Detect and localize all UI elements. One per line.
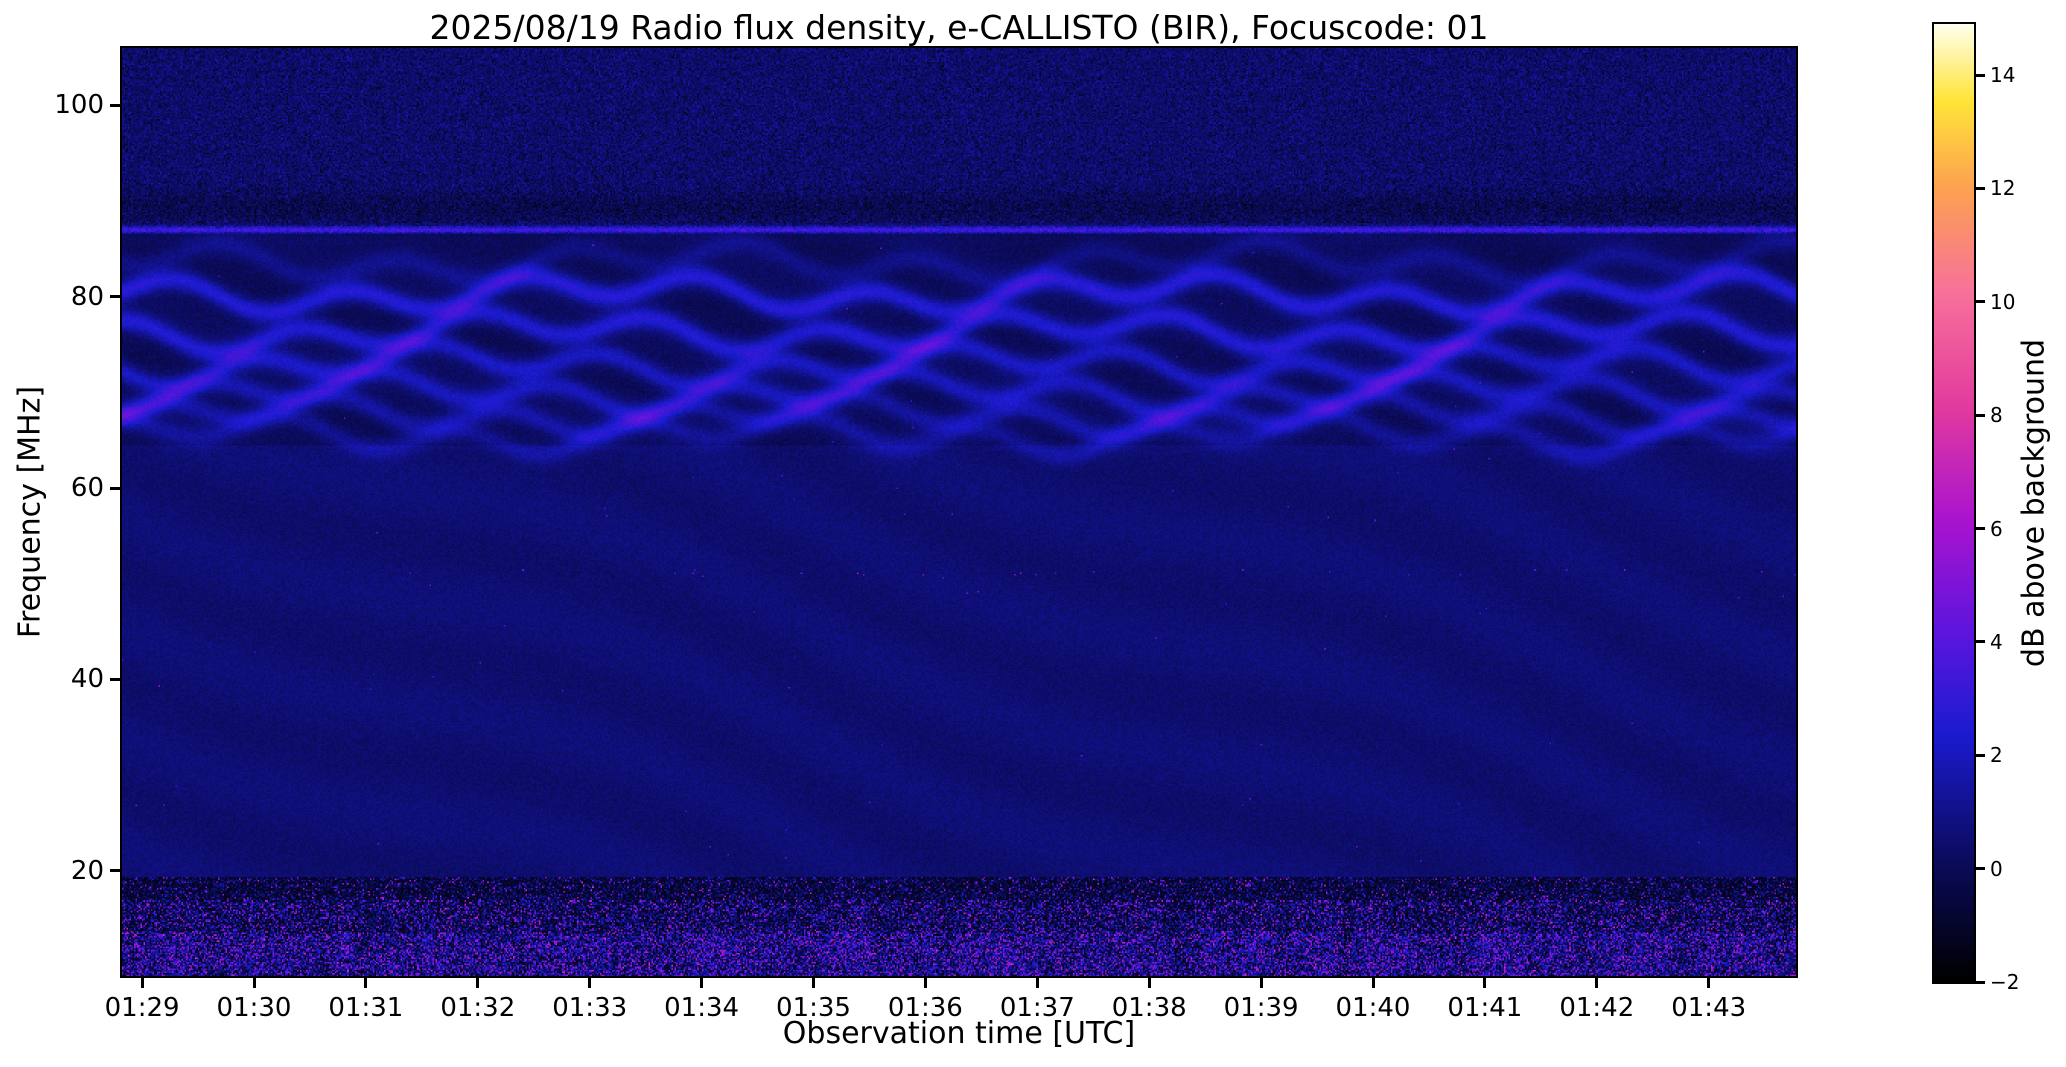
y-tick-label: 20	[70, 855, 104, 886]
colorbar-tick-label: 8	[1990, 403, 2003, 428]
spectrogram-canvas	[122, 48, 1796, 976]
y-tick-label: 60	[70, 473, 104, 504]
x-tick-label: 01:33	[552, 993, 628, 1023]
x-tick-mark	[1595, 978, 1599, 988]
plot-frame	[120, 46, 1798, 978]
colorbar-tick-mark	[1976, 413, 1985, 417]
x-tick-label: 01:36	[887, 993, 963, 1023]
colorbar-tick-mark	[1976, 753, 1985, 757]
x-tick-mark	[1483, 978, 1487, 988]
figure-title: 2025/08/19 Radio flux density, e-CALLIST…	[429, 8, 1489, 47]
x-tick-mark	[1035, 978, 1039, 988]
y-tick-mark	[110, 103, 120, 107]
x-tick-label: 01:30	[216, 993, 292, 1023]
x-tick-label: 01:29	[104, 993, 180, 1023]
colorbar-tick-label: 2	[1990, 743, 2003, 768]
x-axis-label: Observation time [UTC]	[782, 1016, 1136, 1051]
x-tick-mark	[364, 978, 368, 988]
colorbar-tick-label: 4	[1990, 629, 2003, 654]
colorbar-label: dB above background	[2016, 338, 2052, 668]
x-tick-label: 01:42	[1559, 993, 1635, 1023]
colorbar-tick-label: 12	[1990, 176, 2016, 201]
x-tick-label: 01:37	[999, 993, 1075, 1023]
colorbar-tick-label: 14	[1990, 63, 2016, 87]
x-tick-mark	[1707, 978, 1711, 988]
x-tick-mark	[1147, 978, 1151, 988]
colorbar-tick-mark	[1976, 300, 1985, 304]
colorbar-tick-mark	[1976, 73, 1985, 77]
colorbar-tick-mark	[1976, 980, 1985, 984]
y-tick-label: 100	[54, 90, 104, 121]
x-tick-mark	[923, 978, 927, 988]
colorbar-tick-label: 6	[1990, 516, 2003, 541]
x-tick-label: 01:39	[1223, 993, 1299, 1023]
x-tick-mark	[252, 978, 256, 988]
x-tick-label: 01:32	[440, 993, 516, 1023]
x-tick-mark	[1371, 978, 1375, 988]
x-tick-mark	[588, 978, 592, 988]
x-tick-label: 01:40	[1335, 993, 1411, 1023]
x-tick-label: 01:31	[328, 993, 404, 1023]
y-tick-label: 80	[70, 281, 104, 312]
colorbar-tick-mark	[1976, 867, 1985, 871]
colorbar-tick-mark	[1976, 186, 1985, 190]
x-tick-mark	[1259, 978, 1263, 988]
colorbar-tick-mark	[1976, 640, 1985, 644]
x-tick-label: 01:35	[776, 993, 851, 1023]
colorbar	[1932, 22, 1976, 984]
x-tick-mark	[476, 978, 480, 988]
colorbar-tick-label: −2	[1990, 970, 2020, 994]
colorbar-tick-label: 0	[1990, 856, 2003, 881]
x-tick-label: 01:34	[664, 993, 740, 1023]
y-axis-label: Frequency [MHz]	[12, 385, 48, 639]
x-tick-mark	[700, 978, 704, 988]
colorbar-gradient	[1934, 24, 1974, 982]
colorbar-tick-label: 10	[1990, 289, 2016, 314]
x-tick-mark	[140, 978, 144, 988]
x-tick-label: 01:41	[1447, 993, 1523, 1023]
x-tick-label: 01:43	[1671, 993, 1747, 1023]
x-tick-mark	[812, 978, 815, 988]
y-tick-mark	[110, 486, 120, 490]
x-tick-label: 01:38	[1111, 993, 1187, 1023]
y-tick-label: 40	[70, 664, 104, 695]
y-tick-mark	[110, 295, 120, 299]
y-tick-mark	[110, 869, 120, 873]
colorbar-tick-mark	[1976, 527, 1985, 530]
y-tick-mark	[110, 677, 120, 681]
